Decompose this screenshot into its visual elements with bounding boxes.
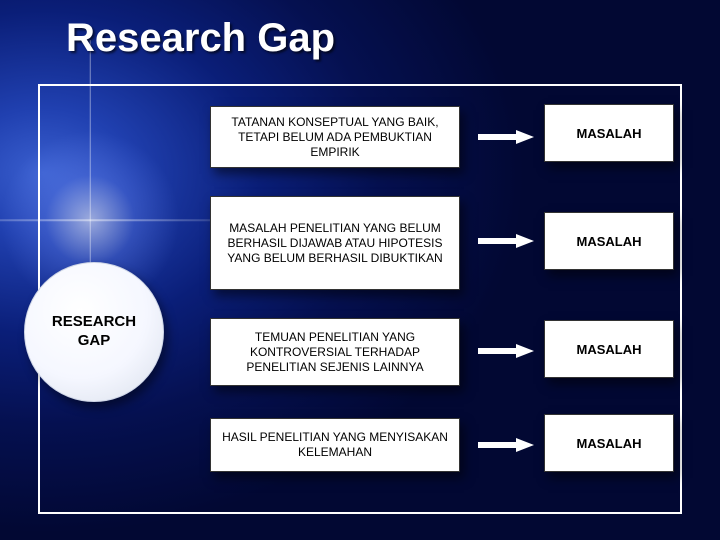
- mid-box-2: TEMUAN PENELITIAN YANG KONTROVERSIAL TER…: [210, 318, 460, 386]
- right-box-0: MASALAH: [544, 104, 674, 162]
- arrow-1: [478, 234, 534, 248]
- slide-title: Research Gap: [66, 16, 335, 61]
- mid-box-0: TATANAN KONSEPTUAL YANG BAIK, TETAPI BEL…: [210, 106, 460, 168]
- circle-line2: GAP: [78, 332, 111, 349]
- slide: Research Gap RESEARCH GAP TATANAN KONSEP…: [0, 0, 720, 540]
- arrow-2: [478, 344, 534, 358]
- arrow-0: [478, 130, 534, 144]
- circle-line1: RESEARCH: [52, 313, 136, 330]
- right-box-2: MASALAH: [544, 320, 674, 378]
- right-box-1: MASALAH: [544, 212, 674, 270]
- mid-box-3: HASIL PENELITIAN YANG MENYISAKAN KELEMAH…: [210, 418, 460, 472]
- mid-box-1: MASALAH PENELITIAN YANG BELUM BERHASIL D…: [210, 196, 460, 290]
- arrow-3: [478, 438, 534, 452]
- research-gap-circle: RESEARCH GAP: [24, 262, 164, 402]
- right-box-3: MASALAH: [544, 414, 674, 472]
